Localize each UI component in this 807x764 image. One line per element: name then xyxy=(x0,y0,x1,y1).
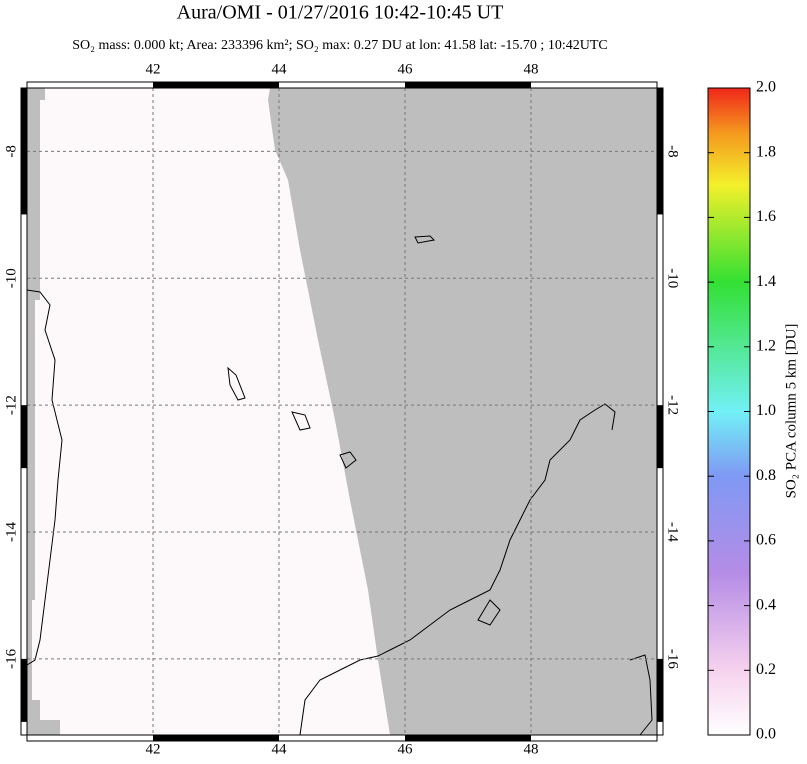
x-tick-label: 44 xyxy=(272,61,288,77)
frame-segment xyxy=(405,82,531,88)
y-tick-label: -10 xyxy=(665,268,681,288)
grid xyxy=(27,88,657,735)
frame-segment xyxy=(21,658,27,722)
colorbar-tick-label: 1.6 xyxy=(756,208,776,225)
frame-segment xyxy=(657,658,663,722)
frame-segment xyxy=(657,405,663,469)
colorbar-tick-label: 0.4 xyxy=(756,596,776,613)
colorbar xyxy=(707,87,751,736)
colorbar-tick-label: 0.2 xyxy=(756,661,776,678)
colorbar-tick-label: 1.8 xyxy=(756,143,776,160)
colorbar-tick-label: 0.8 xyxy=(756,467,776,484)
x-tick-label: 46 xyxy=(398,741,414,757)
colorbar-tick-label: 0.6 xyxy=(756,532,776,549)
x-tick-label: 42 xyxy=(146,741,161,757)
colorbar-tick-label: 1.0 xyxy=(756,402,776,419)
frame-segment xyxy=(657,88,663,215)
no-data-swath xyxy=(268,88,657,735)
colorbar-tick-label: 1.2 xyxy=(756,337,776,354)
colorbar-tick-label: 0.0 xyxy=(756,726,776,743)
frame-bar xyxy=(26,734,658,742)
title: Aura/OMI - 01/27/2016 10:42-10:45 UT xyxy=(177,2,504,24)
y-tick-label: -8 xyxy=(3,145,19,158)
frame-segment xyxy=(21,88,27,215)
x-tick-label: 48 xyxy=(524,741,539,757)
frame-segment xyxy=(405,735,531,741)
x-tick-label: 48 xyxy=(524,61,539,77)
y-tick-label: -12 xyxy=(665,395,681,415)
x-tick-label: 42 xyxy=(146,61,161,77)
y-tick-label: -10 xyxy=(3,268,19,288)
y-tick-label: -16 xyxy=(665,649,681,669)
colorbar-tick-label: 2.0 xyxy=(756,79,776,96)
subtitle: SO₂ mass: 0.000 kt; Area: 233396 km²; SO… xyxy=(72,38,607,53)
y-tick-label: -14 xyxy=(665,522,681,542)
frame-segment xyxy=(21,405,27,469)
frame-bar xyxy=(26,81,658,89)
coastline xyxy=(26,235,653,736)
x-tick-label: 44 xyxy=(272,741,288,757)
y-tick-label: -14 xyxy=(3,522,19,542)
colorbar-tick-label: 1.4 xyxy=(756,273,776,290)
frame-segment xyxy=(153,735,279,741)
frame-segment xyxy=(153,82,279,88)
x-tick-label: 46 xyxy=(398,61,414,77)
y-tick-label: -16 xyxy=(3,648,19,668)
y-tick-label: -12 xyxy=(3,395,19,415)
map xyxy=(26,87,658,736)
colorbar-label: SO₂ PCA column 5 km [DU] xyxy=(783,324,799,499)
y-tick-label: -8 xyxy=(665,145,681,158)
no-data-edge xyxy=(27,88,60,735)
